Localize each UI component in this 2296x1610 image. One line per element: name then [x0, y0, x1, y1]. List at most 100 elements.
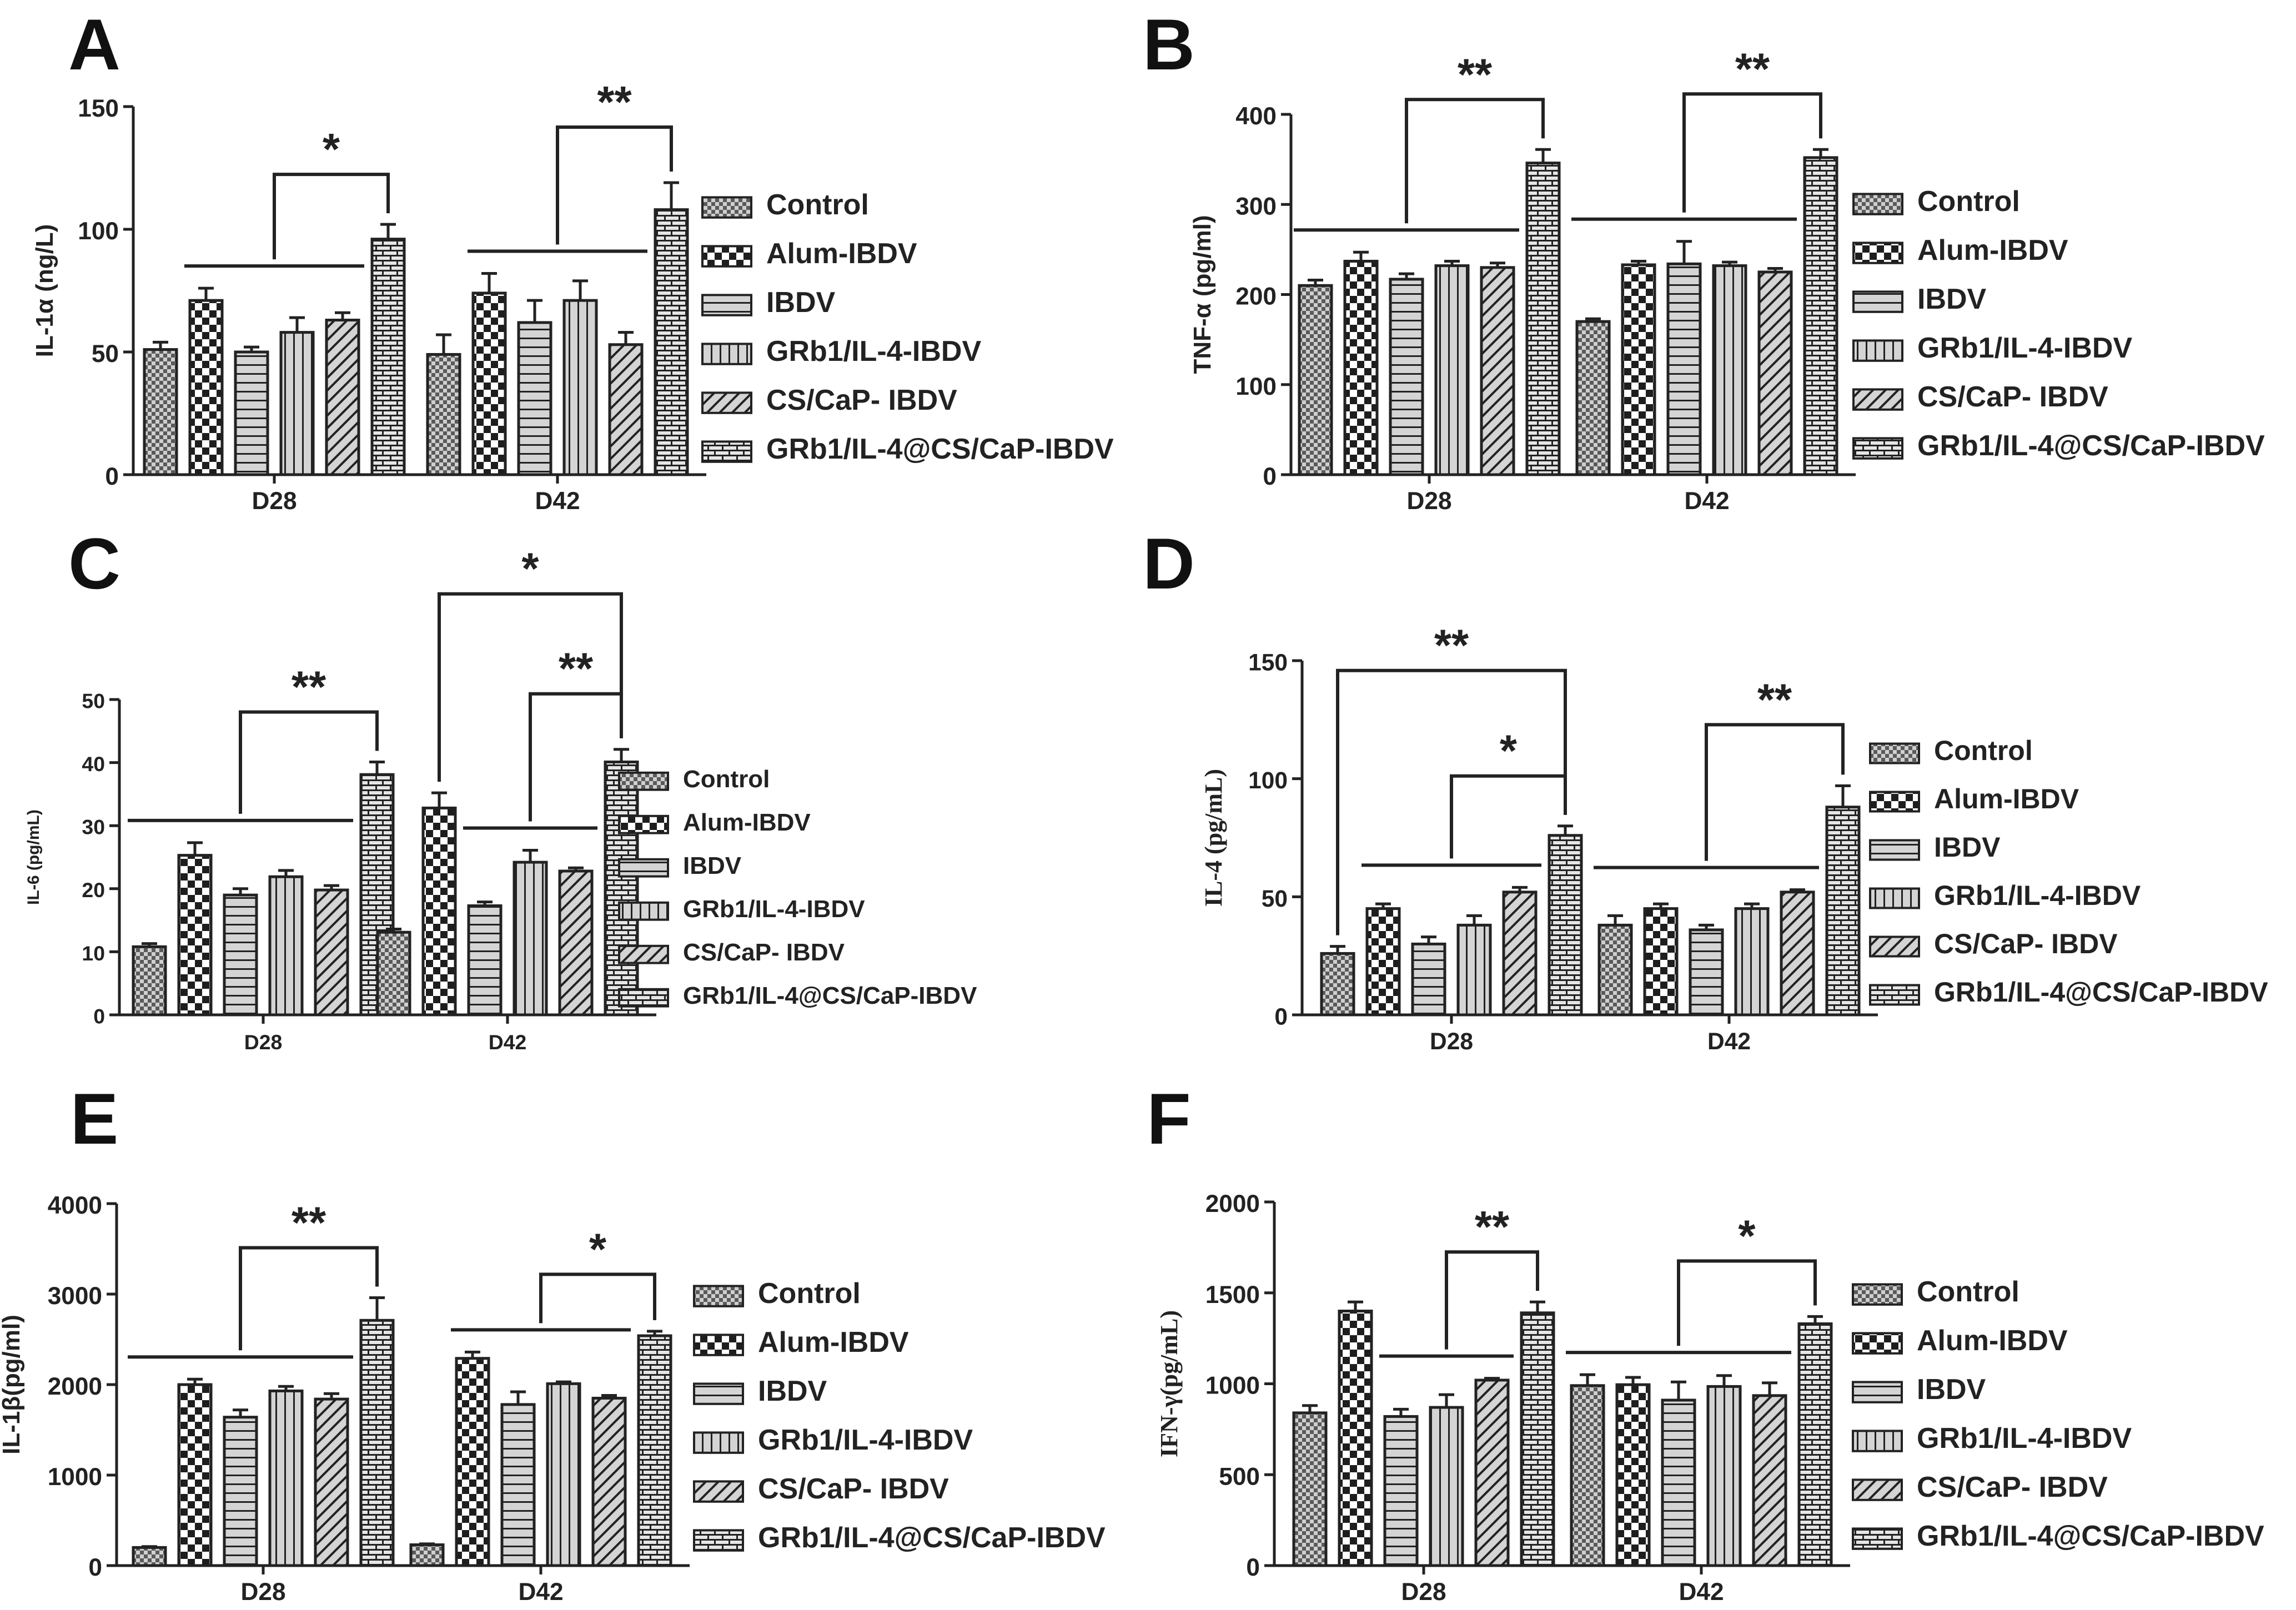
significance-bracket: [1336, 668, 1567, 935]
bar: [132, 945, 167, 1017]
bar: [325, 319, 360, 476]
legend-label: Control: [683, 766, 770, 793]
legend-label: Control: [758, 1277, 861, 1310]
y-tick-label: 2000: [1205, 1190, 1260, 1217]
x-tick-label: D42: [535, 487, 580, 515]
bar: [268, 1389, 304, 1567]
legend-label: Alum-IBDV: [1917, 234, 2068, 266]
significance-label: *: [521, 544, 539, 593]
bar: [188, 299, 224, 476]
bar: [1548, 834, 1583, 1017]
significance-bracket: [539, 1272, 656, 1324]
legend-swatch: [1852, 1527, 1903, 1550]
bar: [1338, 1310, 1373, 1567]
bar: [1575, 320, 1611, 476]
bar: [604, 760, 639, 1017]
panel-letter: D: [1143, 523, 1195, 604]
bar: [1734, 907, 1770, 1017]
bar: [1570, 1384, 1605, 1567]
panel-letter: B: [1143, 4, 1195, 85]
y-tick-label: 150: [1248, 650, 1288, 676]
significance-label: *: [589, 1224, 607, 1274]
legend-label: GRb1/IL-4-IBDV: [766, 335, 981, 368]
bar: [1343, 259, 1379, 476]
legend-swatch: [701, 343, 752, 365]
legend-label: IBDV: [766, 286, 836, 319]
bar: [359, 1319, 395, 1567]
y-tick-label: 150: [78, 95, 119, 122]
bar: [591, 1396, 627, 1567]
bar: [1434, 264, 1470, 476]
x-tick-label: D28: [244, 1030, 283, 1054]
bar: [234, 350, 269, 476]
legend-label: IBDV: [1917, 283, 1987, 315]
y-tick-label: 2000: [48, 1373, 102, 1400]
bar: [1661, 1398, 1696, 1567]
bar: [1383, 1415, 1419, 1567]
legend-label: GRb1/IL-4@CS/CaP-IBDV: [1934, 977, 2268, 1008]
y-tick-label: 50: [92, 340, 119, 368]
y-tick-label: 0: [93, 1004, 105, 1028]
legend-label: GRb1/IL-4@CS/CaP-IBDV: [683, 982, 977, 1009]
bar: [132, 1546, 167, 1567]
y-tick-label: 50: [1262, 886, 1288, 912]
bar: [1615, 1383, 1651, 1567]
significance-label: **: [292, 1198, 326, 1247]
legend-label: Control: [766, 189, 869, 221]
bar: [1480, 266, 1515, 476]
legend-swatch: [693, 1529, 744, 1552]
panel-letter: A: [68, 4, 120, 85]
y-tick-label: 30: [82, 816, 105, 839]
x-tick-label: D42: [489, 1030, 527, 1054]
y-tick-label: 300: [1235, 193, 1277, 220]
y-axis-label: IL-1α (ng/L): [31, 224, 58, 358]
legend-swatch: [618, 814, 669, 834]
bar: [314, 888, 349, 1017]
legend-label: GRb1/IL-4-IBDV: [1917, 332, 2132, 364]
legend-swatch: [1852, 1332, 1903, 1355]
legend-label: CS/CaP- IBDV: [683, 939, 845, 966]
bar: [143, 348, 178, 476]
legend-label: GRb1/IL-4-IBDV: [683, 895, 865, 923]
significance-label: **: [559, 644, 594, 693]
legend-label: Control: [1917, 1276, 2019, 1308]
bar: [314, 1397, 349, 1567]
legend-swatch: [1869, 791, 1920, 813]
bar: [1752, 1394, 1787, 1567]
legend-label: GRb1/IL-4@CS/CaP-IBDV: [766, 433, 1114, 465]
x-tick-label: D28: [240, 1578, 285, 1606]
y-tick-label: 100: [78, 218, 119, 245]
bar: [455, 1357, 490, 1567]
bar: [1474, 1378, 1510, 1567]
bar: [546, 1382, 581, 1567]
panel-letter: E: [71, 1078, 119, 1159]
y-axis-label: IL-1β(pg/ml): [0, 1315, 25, 1455]
bar: [1757, 270, 1793, 476]
bar: [279, 331, 315, 476]
legend-label: GRb1/IL-4@CS/CaP-IBDV: [1917, 1520, 2264, 1552]
bar: [1298, 284, 1333, 476]
legend-label: CS/CaP- IBDV: [1917, 1471, 2108, 1503]
legend-label: GRb1/IL-4-IBDV: [1917, 1422, 2132, 1455]
legend-label: IBDV: [683, 852, 742, 879]
bar: [268, 875, 304, 1017]
bar: [467, 904, 503, 1017]
legend-swatch: [1852, 388, 1903, 411]
legend-swatch: [693, 1480, 744, 1503]
legend-swatch: [701, 245, 752, 268]
significance-label: **: [1757, 675, 1792, 724]
legend-swatch: [1869, 887, 1920, 909]
legend-label: CS/CaP- IBDV: [758, 1473, 949, 1505]
panel-letter: F: [1147, 1078, 1190, 1159]
y-tick-label: 4000: [48, 1192, 102, 1219]
legend-swatch: [1852, 1430, 1903, 1452]
legend-swatch: [618, 771, 669, 791]
significance-label: **: [292, 662, 326, 711]
bar: [637, 1334, 672, 1567]
bar: [421, 806, 457, 1017]
significance-label: **: [1735, 44, 1770, 93]
legend-label: GRb1/IL-4-IBDV: [1934, 880, 2141, 911]
